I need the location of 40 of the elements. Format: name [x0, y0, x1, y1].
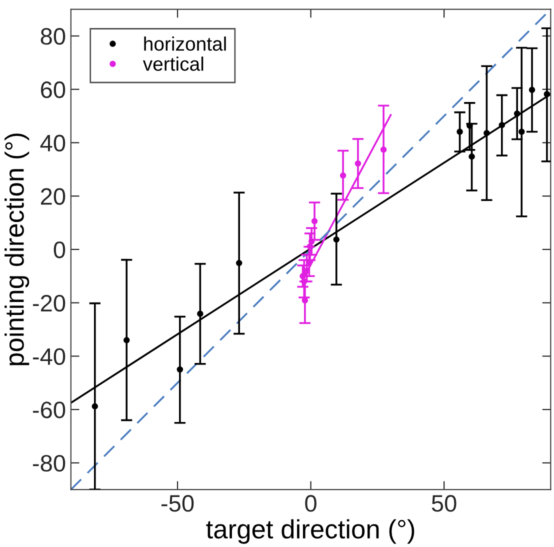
- point: [176, 366, 184, 373]
- point: [498, 122, 506, 128]
- legend-label: vertical: [142, 56, 204, 71]
- y-tick-label: -60: [32, 402, 66, 418]
- point: [123, 337, 130, 344]
- point: [484, 130, 490, 136]
- point: [302, 297, 308, 304]
- x-axis-title: target direction (°): [206, 519, 414, 544]
- point: [354, 160, 362, 167]
- point: [333, 236, 340, 243]
- y-axis-title: pointing direction (°): [4, 134, 30, 366]
- point: [544, 91, 550, 98]
- y-tick-label: 40: [40, 134, 66, 152]
- point: [514, 110, 520, 117]
- x-tick-label: 50: [432, 495, 456, 512]
- point: [300, 272, 306, 280]
- x-tick-label: -50: [162, 495, 194, 512]
- point: [308, 238, 315, 245]
- x-tick-label: 0: [305, 495, 316, 512]
- y-tick-label: 60: [40, 81, 66, 98]
- point: [468, 153, 475, 160]
- point: [518, 128, 525, 135]
- y-tick-label: -40: [32, 348, 66, 365]
- y-tick-label: -20: [32, 294, 66, 312]
- legend-label: horizontal: [144, 36, 226, 51]
- y-tick-label: 20: [40, 188, 66, 205]
- point: [456, 128, 463, 135]
- point: [466, 122, 473, 129]
- y-tick-label: -80: [32, 454, 66, 472]
- point: [311, 218, 318, 224]
- point: [301, 278, 308, 285]
- point: [380, 146, 387, 153]
- point: [528, 86, 536, 94]
- point: [306, 243, 314, 250]
- y-tick-label: 80: [40, 28, 66, 45]
- y-tick-label: 0: [54, 242, 66, 258]
- point: [236, 260, 242, 266]
- point: [340, 172, 346, 179]
- point: [92, 403, 98, 410]
- point: [197, 310, 204, 317]
